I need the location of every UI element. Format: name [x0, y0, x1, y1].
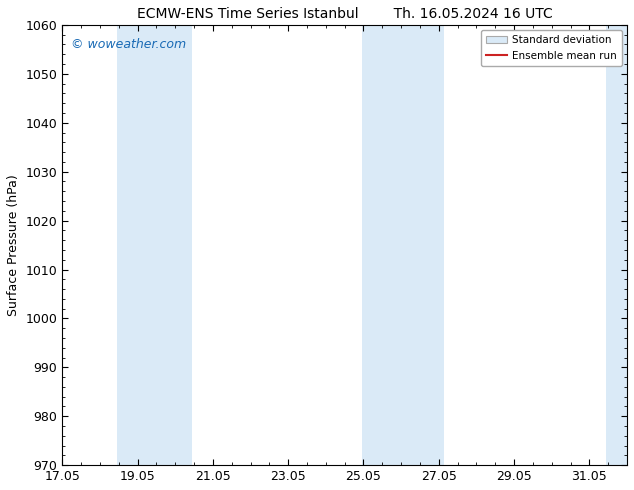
- Title: ECMW-ENS Time Series Istanbul        Th. 16.05.2024 16 UTC: ECMW-ENS Time Series Istanbul Th. 16.05.…: [137, 7, 552, 21]
- Text: © woweather.com: © woweather.com: [71, 38, 186, 51]
- Bar: [117, 25, 192, 465]
- Bar: [361, 25, 444, 465]
- Legend: Standard deviation, Ensemble mean run: Standard deviation, Ensemble mean run: [481, 30, 622, 66]
- Y-axis label: Surface Pressure (hPa): Surface Pressure (hPa): [7, 174, 20, 316]
- Bar: [606, 25, 633, 465]
